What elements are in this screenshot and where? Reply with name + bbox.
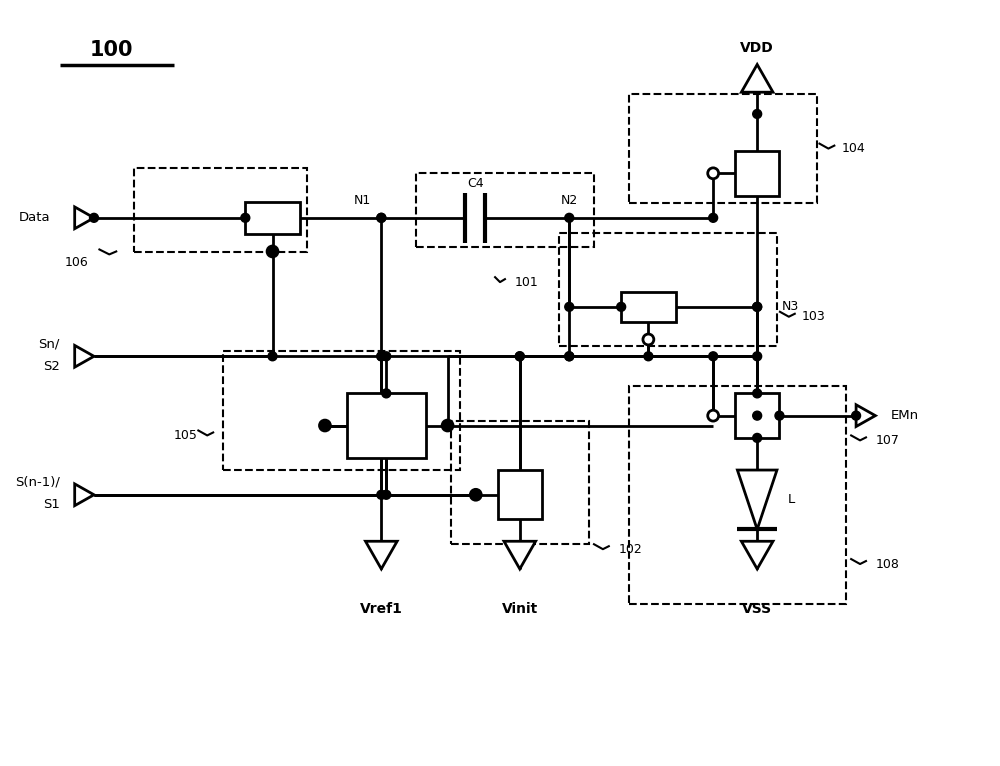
Circle shape [382, 490, 391, 499]
Circle shape [377, 490, 386, 499]
Text: M9: M9 [353, 404, 371, 417]
Circle shape [565, 214, 574, 222]
Circle shape [443, 421, 452, 430]
Text: 100: 100 [90, 40, 133, 60]
Circle shape [377, 352, 386, 361]
Text: Sn/: Sn/ [38, 338, 60, 351]
Bar [498, 470, 542, 519]
Circle shape [515, 352, 524, 361]
Circle shape [470, 489, 481, 500]
Text: 102: 102 [619, 542, 642, 555]
Text: M10: M10 [401, 404, 428, 417]
Text: 106: 106 [65, 256, 89, 269]
Circle shape [753, 434, 762, 442]
Circle shape [753, 303, 762, 311]
Circle shape [377, 214, 386, 222]
Text: N1: N1 [354, 194, 371, 207]
Text: M7: M7 [510, 488, 529, 501]
Polygon shape [504, 542, 536, 569]
Circle shape [643, 334, 654, 345]
Circle shape [241, 214, 250, 222]
Circle shape [382, 352, 391, 361]
Circle shape [471, 490, 480, 499]
Text: M12: M12 [744, 167, 770, 180]
Bar [134, 169, 307, 253]
Circle shape [442, 420, 453, 431]
Text: 107: 107 [876, 434, 900, 447]
Circle shape [753, 389, 762, 398]
Text: S2: S2 [43, 360, 60, 373]
Text: VDD: VDD [740, 41, 774, 54]
Circle shape [852, 411, 861, 420]
Circle shape [775, 411, 784, 420]
Circle shape [709, 352, 718, 361]
Text: 105: 105 [174, 429, 197, 442]
Bar [629, 94, 817, 203]
Circle shape [319, 420, 330, 431]
Circle shape [268, 247, 277, 256]
Bar [245, 202, 300, 234]
Polygon shape [75, 345, 94, 367]
Text: L: L [788, 493, 795, 506]
Bar [629, 386, 846, 604]
Circle shape [753, 303, 762, 311]
Circle shape [708, 411, 719, 421]
Text: N2: N2 [561, 194, 578, 207]
Bar [347, 394, 426, 457]
Circle shape [753, 352, 762, 361]
Text: Vinit: Vinit [502, 601, 538, 616]
Bar [735, 151, 779, 195]
Circle shape [515, 352, 524, 361]
Bar [735, 394, 779, 438]
Circle shape [377, 352, 386, 361]
Text: M8: M8 [639, 300, 658, 313]
Text: N3: N3 [782, 300, 799, 313]
Bar [621, 292, 676, 322]
Polygon shape [737, 470, 777, 529]
Text: S1: S1 [43, 498, 60, 511]
Bar [416, 173, 594, 247]
Circle shape [90, 214, 98, 222]
Circle shape [443, 421, 452, 430]
Polygon shape [365, 542, 397, 569]
Bar [223, 352, 460, 470]
Circle shape [565, 352, 574, 361]
Circle shape [753, 110, 762, 119]
Text: 101: 101 [515, 276, 539, 289]
Text: M14: M14 [744, 409, 770, 422]
Circle shape [471, 490, 480, 499]
Circle shape [617, 303, 626, 311]
Text: Vref1: Vref1 [360, 601, 403, 616]
Polygon shape [75, 484, 94, 506]
Text: Data: Data [18, 211, 50, 224]
Circle shape [471, 490, 480, 499]
Circle shape [565, 303, 574, 311]
Circle shape [753, 411, 762, 420]
Polygon shape [75, 207, 94, 229]
Circle shape [709, 214, 718, 222]
Text: S(n-1)/: S(n-1)/ [15, 476, 60, 489]
Polygon shape [741, 64, 773, 92]
Text: M13: M13 [259, 211, 286, 224]
Text: 104: 104 [841, 142, 865, 155]
Circle shape [320, 421, 329, 430]
Bar [451, 421, 589, 544]
Circle shape [565, 352, 574, 361]
Circle shape [268, 352, 277, 361]
Circle shape [377, 214, 386, 222]
Polygon shape [856, 404, 875, 427]
Bar [559, 233, 777, 346]
Circle shape [644, 352, 653, 361]
Text: 108: 108 [876, 558, 900, 571]
Circle shape [267, 246, 278, 257]
Circle shape [708, 168, 719, 178]
Text: VSS: VSS [742, 601, 772, 616]
Text: C4: C4 [467, 177, 484, 190]
Text: 103: 103 [802, 310, 825, 323]
Text: EMn: EMn [891, 409, 919, 422]
Polygon shape [741, 542, 773, 569]
Circle shape [382, 389, 391, 398]
